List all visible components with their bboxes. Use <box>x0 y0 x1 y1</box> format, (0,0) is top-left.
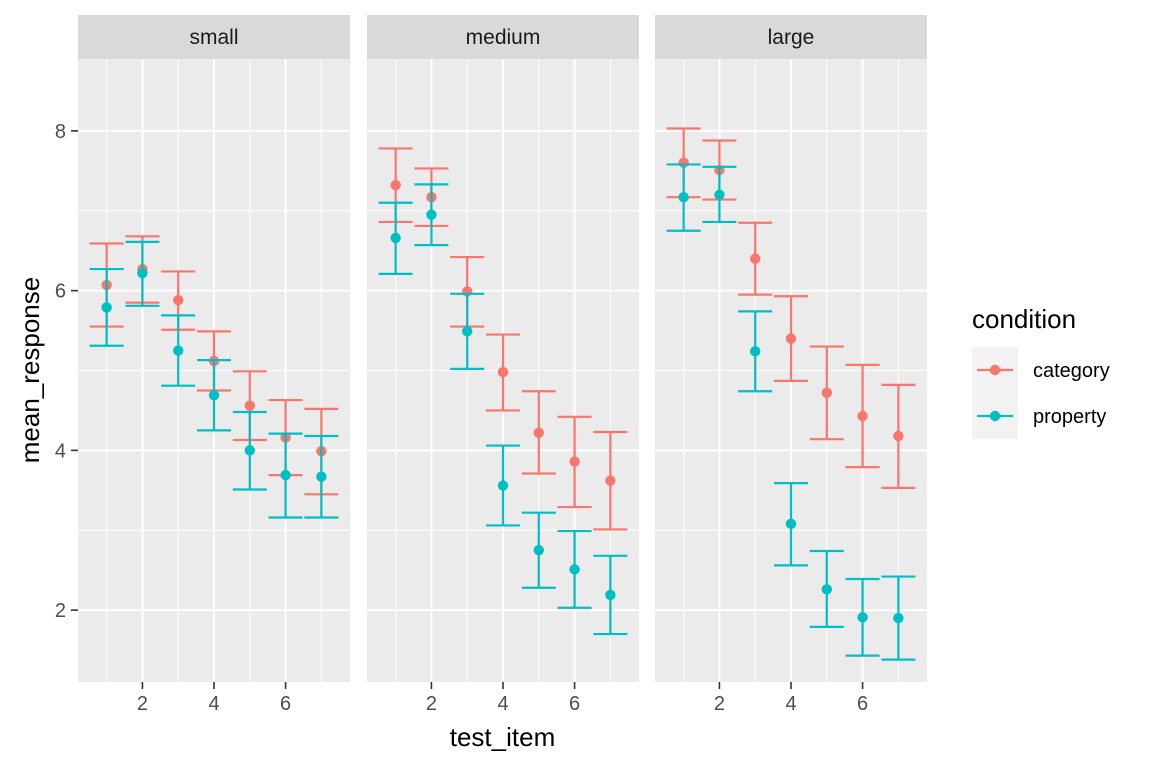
data-point <box>605 475 616 486</box>
facet-panel-medium: medium 2 4 6 <box>367 15 639 715</box>
data-point <box>390 179 401 191</box>
data-point <box>750 346 761 357</box>
data-point <box>857 410 868 422</box>
data-point <box>244 400 255 411</box>
y-tick-label: 8 <box>55 121 66 143</box>
y-tick-label: 6 <box>55 281 66 303</box>
y-axis: 2 4 6 8 <box>55 121 78 622</box>
facet-panels: small 2 4 6 medium 2 4 6 large 2 4 6 <box>78 15 927 715</box>
series-property <box>666 163 916 661</box>
data-point <box>533 545 544 556</box>
facet-panel-large: large 2 4 6 <box>655 15 927 715</box>
data-point <box>208 390 220 401</box>
data-point <box>678 191 689 203</box>
data-point <box>714 189 725 200</box>
data-point <box>497 480 509 491</box>
series-property <box>89 240 339 519</box>
legend-item-property: property <box>972 393 1106 439</box>
data-point <box>750 253 761 264</box>
data-point <box>497 366 509 378</box>
x-tick-label: 6 <box>569 693 580 715</box>
legend-key-point <box>989 364 1001 376</box>
legend-item-category: category <box>972 347 1110 393</box>
x-tick-label: 4 <box>497 693 508 715</box>
data-point <box>821 387 832 399</box>
data-point <box>569 564 580 575</box>
data-point <box>390 232 401 244</box>
data-point <box>280 469 291 481</box>
legend: condition category property <box>972 304 1110 439</box>
legend-key-point <box>989 410 1001 422</box>
data-point <box>857 612 868 623</box>
data-point <box>173 345 184 356</box>
facet-strip <box>655 15 927 59</box>
x-axis-title: test_item <box>450 722 556 752</box>
x-tick-label: 2 <box>714 693 725 715</box>
y-tick-label: 2 <box>55 600 66 622</box>
x-tick-label: 4 <box>208 693 219 715</box>
y-tick-label: 4 <box>55 440 66 462</box>
legend-label: property <box>1033 406 1106 428</box>
facet-strip-label: medium <box>466 26 541 49</box>
facet-strip <box>78 15 350 59</box>
x-tick-label: 6 <box>280 693 291 715</box>
data-point <box>173 295 184 306</box>
data-point <box>533 427 544 438</box>
facet-strip-label: small <box>189 26 238 49</box>
data-point <box>244 445 255 456</box>
y-axis-title: mean_response <box>15 277 45 463</box>
data-point <box>316 471 327 482</box>
data-point <box>605 589 616 601</box>
data-point <box>462 326 473 337</box>
x-tick-label: 6 <box>857 693 868 715</box>
data-point <box>137 267 148 279</box>
series-property <box>378 183 628 636</box>
x-tick-label: 2 <box>426 693 437 715</box>
data-point <box>569 456 580 467</box>
data-point <box>893 612 904 624</box>
data-point <box>821 584 832 595</box>
data-point <box>785 333 797 344</box>
x-tick-label: 4 <box>785 693 796 715</box>
legend-title: condition <box>972 304 1076 334</box>
facet-strip <box>367 15 639 59</box>
facet-strip-label: large <box>768 26 815 49</box>
x-tick-label: 2 <box>137 693 148 715</box>
data-point <box>893 430 904 442</box>
series-category <box>666 127 916 490</box>
data-point <box>426 209 437 220</box>
legend-label: category <box>1033 360 1110 382</box>
data-point <box>101 302 112 313</box>
data-point <box>785 518 797 530</box>
facet-panel-small: small 2 4 6 <box>78 15 350 715</box>
